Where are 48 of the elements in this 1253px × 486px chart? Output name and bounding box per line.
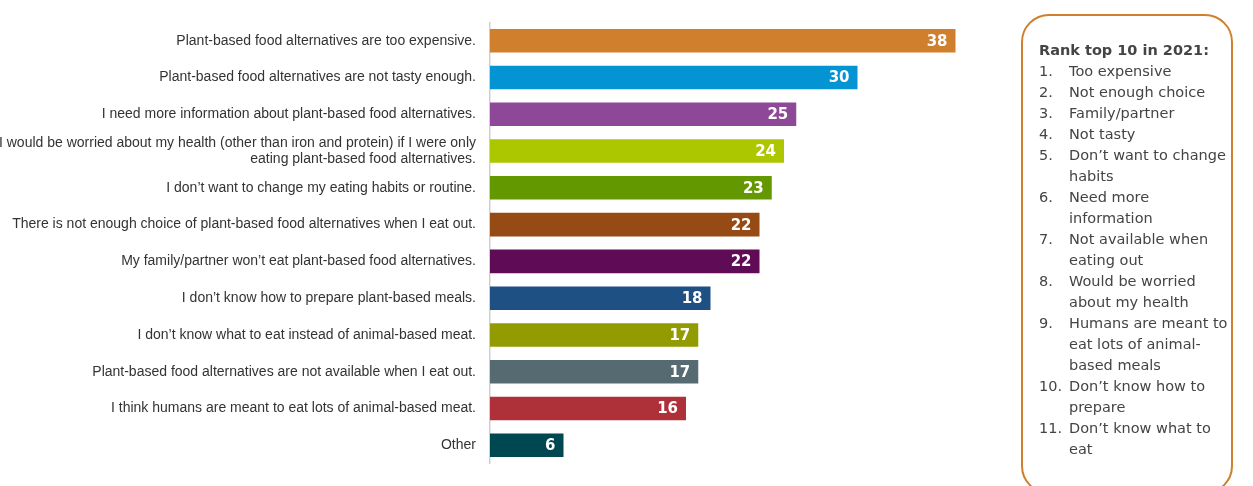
y-tick-label: Plant-based food alternatives are not available when I eat out. bbox=[92, 362, 476, 379]
bar bbox=[490, 139, 784, 163]
data-label: 25 bbox=[767, 105, 789, 124]
y-tick-label: I need more information about plant-based food alternatives. bbox=[101, 105, 476, 122]
text: 2. Not enough choice bbox=[1039, 83, 1207, 102]
bar bbox=[490, 323, 699, 347]
data-label: 17 bbox=[669, 362, 691, 381]
data-label: 23 bbox=[742, 178, 764, 197]
bar bbox=[490, 65, 858, 90]
data-label: 16 bbox=[657, 399, 678, 418]
text: Rank top 10 in 2021: bbox=[1039, 41, 1210, 60]
y-tick-label: Plant-based food alternatives are too expensive. bbox=[176, 31, 476, 48]
data-label: 18 bbox=[681, 289, 703, 308]
data-label: 6 bbox=[545, 436, 556, 455]
text: 9. Humans are meant to eat lots of animal-based meals bbox=[1039, 314, 1229, 375]
bar bbox=[490, 286, 711, 310]
text: 8. Would be worried about my health bbox=[1039, 272, 1197, 312]
data-label: 22 bbox=[730, 252, 752, 271]
text: 11. Don’t know what to eat bbox=[1039, 419, 1212, 459]
bar bbox=[490, 249, 760, 274]
y-tick-label: I would be worried about my health (other than iron and protein) if I were only eating plant-based food alternatives. bbox=[0, 133, 476, 167]
data-label: 17 bbox=[669, 325, 691, 344]
text: 3. Family/partner bbox=[1039, 104, 1176, 123]
text: 1. Too expensive bbox=[1039, 62, 1173, 81]
data-label: 24 bbox=[755, 141, 776, 160]
text: 5. Don’t want to change habits bbox=[1039, 146, 1227, 186]
text: 4. Not tasty bbox=[1039, 125, 1137, 144]
y-tick-label: I don’t know what to eat instead of animal-based meat. bbox=[137, 325, 476, 342]
bar bbox=[490, 433, 564, 457]
bar bbox=[490, 176, 772, 200]
text: 10. Don’t know how to prepare bbox=[1039, 377, 1207, 417]
bar bbox=[490, 359, 699, 384]
data-label: 30 bbox=[828, 68, 850, 87]
y-tick-label: My family/partner won’t eat plant-based food alternatives. bbox=[121, 252, 476, 269]
y-tick-label: Other bbox=[440, 436, 477, 453]
text: 7. Not available when eating out bbox=[1039, 230, 1210, 270]
y-tick-label: There is not enough choice of plant-based food alternatives when I eat out. bbox=[12, 215, 476, 232]
text: 6. Need more information bbox=[1039, 188, 1154, 228]
y-tick-label: I think humans are meant to eat lots of animal-based meat. bbox=[111, 399, 476, 416]
y-tick-label: I don’t want to change my eating habits or routine. bbox=[166, 178, 476, 195]
data-label: 22 bbox=[730, 215, 752, 234]
bar bbox=[490, 396, 686, 421]
data-label: 38 bbox=[926, 31, 948, 50]
bar bbox=[490, 29, 956, 53]
y-tick-label: I don’t know how to prepare plant-based meals. bbox=[181, 289, 476, 306]
y-tick-label: Plant-based food alternatives are not tasty enough. bbox=[159, 68, 476, 85]
bar bbox=[490, 212, 760, 237]
bar bbox=[490, 102, 797, 127]
